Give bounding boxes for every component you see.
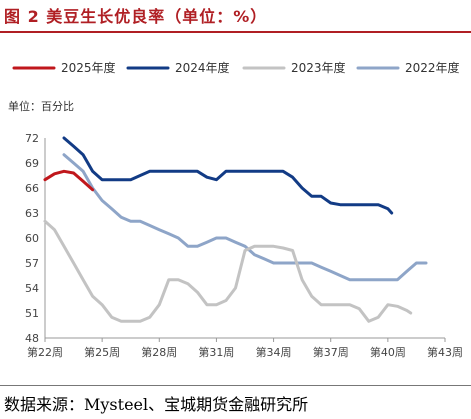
source-note: 数据来源：Mysteel、宝城期货金融研究所 bbox=[4, 395, 309, 414]
x-tick-label: 第37周 bbox=[313, 345, 349, 359]
legend-label-3: 2022年度 bbox=[405, 60, 460, 75]
y-tick-label: 48 bbox=[25, 332, 39, 345]
y-tick-label: 54 bbox=[25, 282, 39, 295]
x-tick-label: 第25周 bbox=[84, 345, 120, 359]
y-tick-label: 72 bbox=[25, 132, 39, 145]
y-tick-label: 63 bbox=[25, 207, 39, 220]
x-tick-label: 第34周 bbox=[256, 345, 292, 359]
y-tick-label: 51 bbox=[25, 307, 39, 320]
x-axis: 第22周 第25周 第28周 第31周 第34周 第37周 第40周 第43周 bbox=[27, 337, 463, 359]
series-line-3 bbox=[62, 153, 428, 282]
x-tick-label: 第28周 bbox=[141, 345, 177, 359]
x-tick-label: 第22周 bbox=[27, 345, 63, 359]
series-line-1 bbox=[62, 136, 394, 215]
x-tick-label: 第31周 bbox=[198, 345, 234, 359]
legend-label-0: 2025年度 bbox=[61, 60, 116, 75]
series-layer bbox=[43, 136, 428, 323]
y-axis: 48 51 54 57 60 63 66 69 72 bbox=[25, 132, 46, 345]
source-divider bbox=[0, 385, 471, 386]
title-divider bbox=[0, 31, 471, 33]
chart-title: 图 2 美豆生长优良率（单位：%） bbox=[4, 7, 268, 26]
chart-canvas: 2025年度 2024年度 2023年度 2022年度 48 51 54 57 60 63 66 6… bbox=[12, 60, 463, 359]
legend-label-1: 2024年度 bbox=[175, 60, 230, 75]
legend: 2025年度 2024年度 2023年度 2022年度 bbox=[12, 60, 460, 75]
y-tick-label: 66 bbox=[25, 182, 39, 195]
series-line-2 bbox=[43, 219, 413, 323]
x-tick-label: 第43周 bbox=[427, 345, 463, 359]
x-tick-label: 第40周 bbox=[370, 345, 406, 359]
y-tick-label: 69 bbox=[25, 157, 39, 170]
legend-label-2: 2023年度 bbox=[291, 60, 346, 75]
y-tick-label: 57 bbox=[25, 257, 39, 270]
y-tick-label: 60 bbox=[25, 232, 39, 245]
series-line-0 bbox=[43, 169, 95, 192]
unit-label: 单位：百分比 bbox=[8, 100, 74, 113]
